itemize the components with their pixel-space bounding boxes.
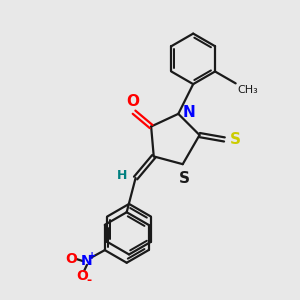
Text: -: - xyxy=(86,274,91,287)
Text: O: O xyxy=(126,94,139,109)
Text: H: H xyxy=(117,169,127,182)
Text: CH₃: CH₃ xyxy=(237,85,258,95)
Text: S: S xyxy=(179,171,190,186)
Text: O: O xyxy=(66,252,77,266)
Text: S: S xyxy=(230,132,241,147)
Text: O: O xyxy=(76,268,88,283)
Text: +: + xyxy=(88,251,96,261)
Text: N: N xyxy=(183,105,196,120)
Text: N: N xyxy=(81,254,93,268)
